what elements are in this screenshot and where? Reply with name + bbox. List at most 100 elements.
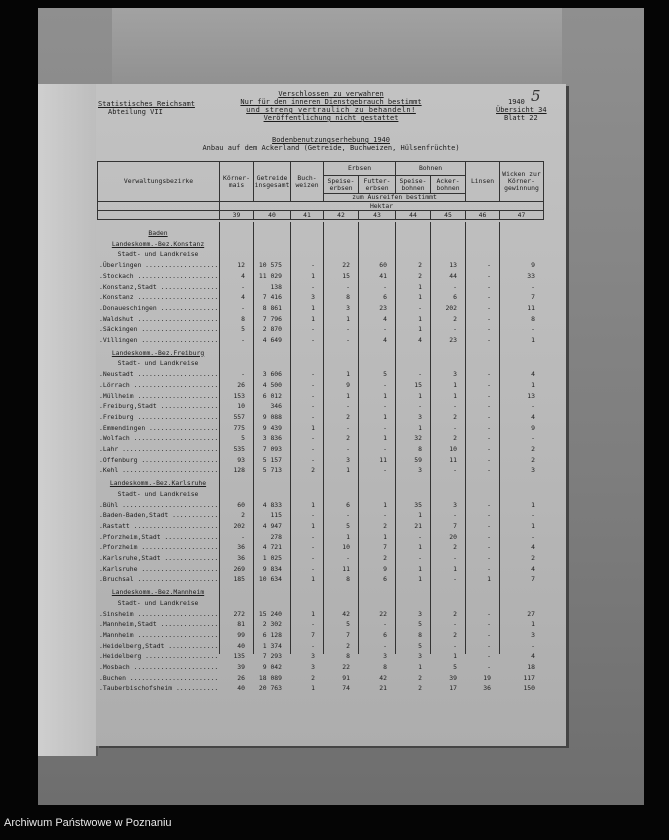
cell-value: 1 xyxy=(453,652,457,661)
cell-value: - xyxy=(453,620,457,629)
table-row: .Tauberbischofsheim ....................… xyxy=(97,683,543,694)
district-name: .Bruchsal ..............................… xyxy=(99,575,217,584)
cell-value: 1 xyxy=(311,500,315,509)
table-row: .Lahr ..................................… xyxy=(97,444,543,455)
table-row: .Heidelberg ............................… xyxy=(97,651,543,662)
cell-value: 93 xyxy=(237,455,245,464)
cell-value: 2 xyxy=(531,554,535,562)
cell-value: - xyxy=(383,511,387,520)
column-rule xyxy=(358,222,359,654)
cell-value: 1 xyxy=(418,543,422,552)
district-name: .Pforzheim,Stadt .......................… xyxy=(99,532,217,541)
cell-value: 1 xyxy=(383,500,387,509)
cell-value: - xyxy=(531,511,535,520)
table-row: .Freiburg,Stadt ........................… xyxy=(97,401,543,412)
district-name: .Wolfach ...............................… xyxy=(99,434,217,443)
cell-value: 13 xyxy=(527,391,535,400)
cell-value: 3 xyxy=(531,466,535,475)
table-row: .Karlsruhe .............................… xyxy=(97,564,543,575)
cell-value: 3 xyxy=(311,652,315,661)
cell-value: 17 xyxy=(449,684,457,693)
table-row: .Müllheim ..............................… xyxy=(97,391,543,402)
cell-value: 40 xyxy=(237,684,245,693)
cell-value: 20 763 xyxy=(258,684,282,693)
cell-value: - xyxy=(487,412,491,421)
cell-value: 5 157 xyxy=(262,455,282,464)
cell-value: - xyxy=(311,564,315,573)
cell-value: 36 xyxy=(237,543,245,552)
cell-value: 22 xyxy=(342,261,350,270)
cell-value: 1 xyxy=(531,380,535,389)
cell-value: 20 xyxy=(449,532,457,541)
col-district: Verwaltungsbezirke xyxy=(97,161,220,202)
cell-value: - xyxy=(487,521,491,530)
cell-value: - xyxy=(241,282,245,291)
department: Abteilung VII xyxy=(108,108,163,116)
cell-value: 278 xyxy=(270,532,282,541)
handwritten-page-number: 5 xyxy=(531,87,541,105)
cell-value: 346 xyxy=(270,402,282,411)
cell-value: 1 xyxy=(311,609,315,618)
cell-value: 1 xyxy=(346,314,350,323)
column-number: 46 xyxy=(465,210,500,220)
cell-value: 6 xyxy=(383,575,387,584)
cell-value: 4 xyxy=(241,293,245,302)
table-row: .Donaueschingen ........................… xyxy=(97,303,543,314)
cell-value: 10 xyxy=(237,402,245,411)
section-title: Landeskomm.-Bez.Freiburg xyxy=(111,348,205,357)
section-subtitle: Stadt- und Landkreise xyxy=(117,598,199,607)
cell-value: - xyxy=(487,314,491,323)
cell-value: 81 xyxy=(237,620,245,629)
cell-value: 11 xyxy=(379,455,387,464)
cell-value: 4 721 xyxy=(262,543,282,552)
cell-value: 6 xyxy=(383,630,387,639)
cell-value: 60 xyxy=(379,261,387,270)
cell-value: - xyxy=(311,325,315,334)
cell-value: 2 xyxy=(531,445,535,453)
cell-value: 9 042 xyxy=(262,663,282,671)
cell-value: - xyxy=(311,434,315,443)
col-fodder-peas: Futter-erbsen xyxy=(358,175,396,194)
cell-value: - xyxy=(487,370,491,379)
cell-value: 2 xyxy=(418,271,422,280)
cell-value: 4 833 xyxy=(262,500,282,509)
cell-value: - xyxy=(346,423,350,432)
cell-value: 5 xyxy=(241,434,245,443)
table-row: .Bühl ..................................… xyxy=(97,500,543,511)
cell-value: 2 xyxy=(418,673,422,682)
cell-value: 117 xyxy=(523,673,535,682)
cell-value: 8 861 xyxy=(262,303,282,312)
cell-value: 3 xyxy=(418,609,422,618)
cell-value: 9 xyxy=(531,423,535,432)
cell-value: - xyxy=(311,543,315,552)
cell-value: - xyxy=(311,532,315,541)
col-maize: Körner-mais xyxy=(219,161,254,202)
cell-value: - xyxy=(487,303,491,312)
cell-value: 11 xyxy=(449,455,457,464)
cell-value: 6 128 xyxy=(262,630,282,639)
cell-value: 10 634 xyxy=(258,575,282,584)
cell-value: - xyxy=(346,445,350,453)
cell-value: - xyxy=(418,554,422,562)
cell-value: 8 xyxy=(346,293,350,302)
cell-value: - xyxy=(487,293,491,302)
cell-value: - xyxy=(487,641,491,650)
cell-value: - xyxy=(311,370,315,379)
cell-value: 535 xyxy=(233,445,245,453)
cell-value: 7 xyxy=(346,630,350,639)
cell-value: - xyxy=(241,532,245,541)
cell-value: - xyxy=(531,325,535,334)
cell-value: 91 xyxy=(342,673,350,682)
cell-value: - xyxy=(531,402,535,411)
office-name: Statistisches Reichsamt xyxy=(98,100,195,108)
column-rule xyxy=(430,222,431,654)
cell-value: 2 xyxy=(453,609,457,618)
cell-value: - xyxy=(453,282,457,291)
cell-value: - xyxy=(487,564,491,573)
cell-value: 1 xyxy=(311,423,315,432)
table-row: .Pforzheim .............................… xyxy=(97,542,543,553)
column-number: 43 xyxy=(358,210,396,220)
cell-value: 21 xyxy=(414,521,422,530)
notice-line-3: und streng vertraulich zu behandeln! xyxy=(246,106,416,114)
cell-value: 9 834 xyxy=(262,564,282,573)
